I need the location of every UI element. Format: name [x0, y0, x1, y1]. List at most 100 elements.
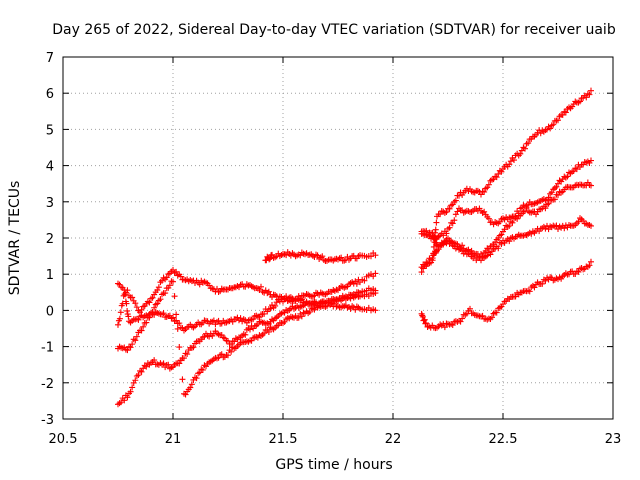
data-point: [155, 284, 162, 291]
x-tick-label: 22: [385, 432, 402, 447]
data-point: [121, 397, 128, 404]
data-point: [424, 259, 431, 266]
data-point: [151, 357, 158, 364]
data-point: [157, 296, 164, 303]
data-point: [422, 320, 429, 327]
data-point: [117, 309, 124, 316]
data-point: [242, 331, 249, 338]
data-point: [353, 280, 360, 287]
data-point: [138, 306, 145, 313]
data-point: [506, 238, 513, 245]
data-point: [433, 219, 440, 226]
data-point: [495, 245, 502, 252]
data-point: [124, 394, 131, 401]
data-point: [506, 222, 513, 229]
data-point: [187, 384, 194, 391]
data-point: [588, 222, 594, 229]
data-point: [129, 341, 136, 348]
x-tick-label: 20.5: [49, 432, 78, 447]
data-point: [459, 315, 466, 322]
series-track-5: [262, 249, 379, 265]
y-tick-label: 6: [46, 87, 54, 102]
data-point: [454, 208, 461, 215]
data-point: [162, 290, 169, 297]
data-point: [481, 189, 488, 196]
data-point: [443, 230, 450, 237]
data-point: [190, 344, 197, 351]
data-point: [437, 211, 444, 218]
data-point: [138, 327, 145, 334]
data-point: [124, 287, 131, 294]
data-point: [575, 268, 582, 275]
data-point: [124, 347, 131, 354]
data-point: [193, 375, 200, 382]
data-point: [432, 239, 439, 246]
data-point: [149, 308, 156, 315]
data-point: [146, 314, 153, 321]
data-point: [129, 384, 136, 391]
data-point: [171, 293, 178, 300]
data-point: [184, 351, 191, 358]
y-tick-label: -1: [41, 341, 54, 356]
y-tick-label: 1: [46, 268, 54, 283]
data-point: [511, 157, 517, 164]
data-point: [132, 377, 139, 384]
data-point: [588, 182, 594, 189]
data-point: [269, 251, 275, 258]
data-point: [143, 319, 150, 326]
data-point: [449, 220, 456, 227]
data-point: [564, 173, 571, 180]
data-point: [429, 229, 436, 236]
data-point: [368, 253, 374, 260]
data-point: [174, 325, 181, 332]
data-point: [177, 273, 184, 280]
data-point: [559, 111, 566, 118]
y-tick-label: -3: [41, 413, 54, 428]
data-point: [196, 281, 203, 288]
data-point: [562, 109, 569, 116]
data-point: [182, 391, 189, 398]
data-point: [553, 222, 560, 229]
data-point: [449, 322, 456, 329]
data-point: [478, 257, 484, 264]
data-point: [173, 268, 180, 275]
data-point: [467, 305, 473, 312]
data-point: [512, 293, 519, 300]
y-tick-label: 5: [46, 123, 54, 138]
data-point: [423, 263, 430, 270]
data-point: [127, 344, 134, 351]
data-point: [423, 227, 430, 234]
data-point: [372, 252, 379, 259]
data-point: [132, 300, 139, 307]
data-point: [479, 312, 486, 319]
data-point: [423, 319, 429, 326]
data-point: [509, 219, 516, 226]
data-point: [440, 232, 447, 239]
x-axis-label: GPS time / hours: [275, 457, 392, 473]
data-point: [176, 344, 183, 351]
data-point: [372, 290, 379, 297]
data-point: [122, 291, 129, 298]
data-point: [454, 243, 461, 250]
data-point: [432, 235, 439, 242]
data-point: [583, 94, 590, 101]
data-point: [429, 255, 436, 262]
chart-title: Day 265 of 2022, Sidereal Day-to-day VTE…: [52, 22, 616, 38]
grid-lines: [63, 57, 613, 419]
data-point: [272, 302, 279, 309]
data-point: [518, 147, 525, 154]
data-point: [261, 310, 268, 317]
data-point: [166, 282, 173, 289]
data-point: [123, 300, 130, 307]
data-point: [151, 304, 158, 311]
data-point: [287, 294, 294, 301]
data-point: [237, 315, 244, 322]
data-point: [514, 215, 521, 222]
data-point: [446, 224, 453, 231]
series-track-6: [418, 87, 594, 271]
data-point: [163, 274, 170, 281]
data-point: [485, 215, 492, 222]
data-point: [129, 294, 136, 301]
data-point: [487, 251, 494, 258]
